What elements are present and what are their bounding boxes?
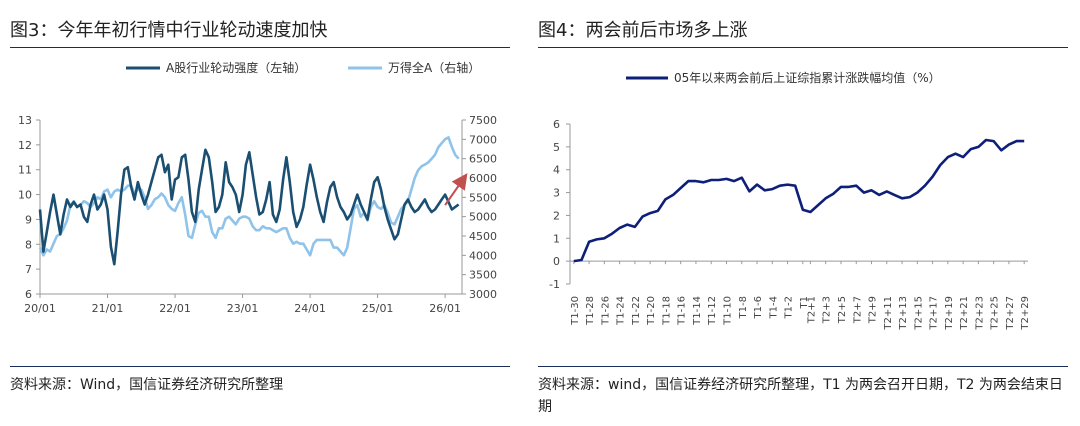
right-y-tick-label: 7000: [469, 133, 497, 146]
x-tick-label: T2+9: [868, 296, 879, 324]
x-tick-label: T2+29: [1020, 296, 1031, 331]
figure-4-bottom-rule: [538, 366, 1068, 367]
x-tick-label: T1-12: [707, 296, 718, 326]
figure-3-bottom-rule: [10, 366, 510, 367]
x-tick-label: T1-2: [784, 296, 795, 319]
x-tick-label: T1-14: [692, 296, 703, 326]
left-y-tick-label: 9: [25, 213, 32, 226]
x-tick-label: T2+23: [974, 296, 985, 331]
x-tick-label: T2+7: [852, 296, 863, 324]
left-y-tick-label: 8: [25, 238, 32, 251]
x-tick-label: T1-22: [631, 296, 642, 326]
x-tick-label: T2+19: [944, 296, 955, 331]
x-tick-label: T1-16: [677, 296, 688, 326]
x-tick-label: T1-26: [600, 296, 611, 326]
x-tick-label: T2+3: [822, 296, 833, 324]
x-tick-label: 22/01: [159, 302, 191, 315]
right-y-tick-label: 4000: [469, 249, 497, 262]
x-tick-label: T2+13: [898, 296, 909, 331]
right-y-tick-label: 6000: [469, 172, 497, 185]
figure-4-chart: 05年以来两会前后上证综指累计涨跌幅均值（%） -1 0 1 2 3 4 5 6 T1-30 T1-…: [549, 70, 1031, 331]
legend-label-wind-all-a: 万得全A（右轴）: [388, 60, 480, 75]
figure-3-chart: A股行业轮动强度（左轴） 万得全A（右轴） 6 7 8 9 10 11 12 13 3000 3500…: [18, 60, 497, 315]
figure-3-top-rule: [10, 47, 510, 48]
x-tick-label: 25/01: [362, 302, 394, 315]
left-y-tick-label: 10: [18, 189, 32, 202]
figure-4-source: 资料来源：wind，国信证券经济研究所整理，T1 为两会召开日期，T2 为两会结…: [538, 377, 1063, 415]
figure-4-panel: 图4：两会前后市场多上涨 05年以来两会前后上证综指累计涨跌幅均值（%） -1 0 1…: [528, 0, 1080, 426]
series-line-wind-all-a: [38, 136, 460, 257]
y-tick-label: 5: [553, 141, 560, 154]
figure-3-panel: 图3：今年年初行情中行业轮动速度加快 A股行业轮动强度（左轴） 万得全A（右轴） 6…: [0, 0, 520, 426]
x-tick-label: T1-20: [646, 296, 657, 326]
y-tick-label: 1: [553, 232, 560, 245]
right-y-tick-label: 7500: [469, 114, 497, 127]
x-tick-label: 24/01: [294, 302, 326, 315]
figure-4-top-rule: [538, 47, 1068, 48]
x-tick-label: 21/01: [92, 302, 124, 315]
right-y-tick-label: 3000: [469, 288, 497, 301]
y-tick-label: 6: [553, 118, 560, 131]
left-y-tick-label: 13: [18, 114, 32, 127]
x-tick-label: T1-28: [585, 296, 596, 326]
y-tick-label: 2: [553, 209, 560, 222]
x-tick-label: T1-18: [661, 296, 672, 326]
x-tick-label: T1-4: [768, 296, 779, 319]
y-tick-label: 4: [553, 164, 560, 177]
right-y-tick-label: 4500: [469, 230, 497, 243]
figure-3-source: 资料来源：Wind，国信证券经济研究所整理: [10, 377, 284, 393]
left-y-tick-label: 12: [18, 139, 32, 152]
x-tick-label: 20/01: [24, 302, 56, 315]
figure-4-title: 图4：两会前后市场多上涨: [538, 20, 748, 41]
x-tick-label: T2+27: [1005, 296, 1016, 331]
legend-label-sse-mean: 05年以来两会前后上证综指累计涨跌幅均值（%）: [674, 70, 941, 85]
x-tick-label: 26/01: [429, 302, 461, 315]
y-tick-label: 3: [553, 187, 560, 200]
x-tick-label: T1-10: [722, 296, 733, 326]
left-y-tick-label: 7: [25, 263, 32, 276]
x-tick-label: T2+1: [806, 296, 817, 324]
legend-label-a-share-rotation: A股行业轮动强度（左轴）: [166, 60, 306, 75]
x-tick-label: T2+21: [959, 296, 970, 331]
x-tick-label: T1-24: [616, 296, 627, 326]
x-tick-label: T1-8: [738, 296, 749, 319]
x-tick-label: T2+15: [913, 296, 924, 331]
x-tick-label: T2+25: [990, 296, 1001, 331]
x-tick-label: 23/01: [227, 302, 259, 315]
right-y-tick-label: 5000: [469, 211, 497, 224]
series-line-sse-mean: [573, 138, 1025, 263]
trend-arrow: [444, 173, 468, 206]
x-tick-label: T1-6: [753, 296, 764, 319]
left-y-tick-label: 6: [25, 288, 32, 301]
x-tick-label: T2+5: [837, 296, 848, 324]
right-y-tick-label: 5500: [469, 191, 497, 204]
x-tick-label: T1-30: [570, 296, 581, 326]
right-y-tick-label: 6500: [469, 153, 497, 166]
figure-3-title: 图3：今年年初行情中行业轮动速度加快: [10, 20, 328, 41]
left-y-tick-label: 11: [18, 164, 32, 177]
y-tick-label: 0: [553, 255, 560, 268]
x-tick-label: T1: [799, 296, 810, 309]
series-line-a-share-rotation: [38, 148, 460, 266]
right-y-tick-label: 3500: [469, 269, 497, 282]
y-tick-label: -1: [549, 278, 560, 291]
x-tick-label: T2+17: [929, 296, 940, 331]
x-tick-label: T2+11: [883, 296, 894, 331]
